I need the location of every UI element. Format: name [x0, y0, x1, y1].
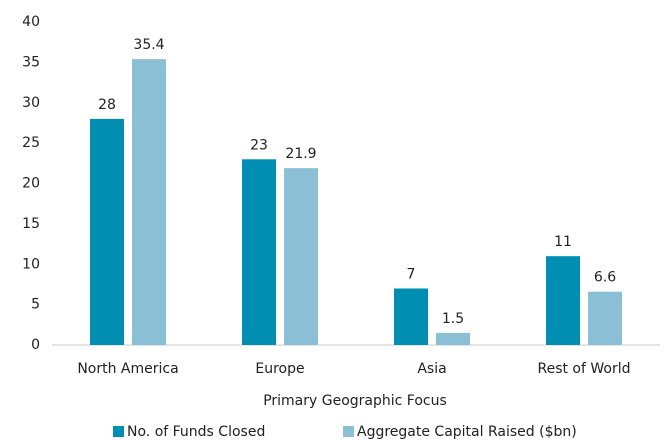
legend-label: Aggregate Capital Raised ($bn) — [357, 424, 577, 440]
y-tick-label: 40 — [22, 14, 40, 30]
y-tick-label: 30 — [22, 95, 40, 111]
bar — [394, 288, 428, 345]
bar — [436, 332, 470, 345]
data-label: 1.5 — [442, 311, 464, 327]
data-label: 21.9 — [285, 146, 316, 162]
data-label: 6.6 — [594, 270, 616, 286]
x-tick-label: North America — [77, 361, 178, 377]
legend-swatch — [113, 426, 124, 437]
y-tick-label: 25 — [22, 135, 40, 151]
y-tick-label: 35 — [22, 54, 40, 70]
x-tick-label: Rest of World — [537, 361, 630, 377]
legend-label: No. of Funds Closed — [127, 424, 265, 440]
data-label: 7 — [407, 266, 416, 282]
bar — [132, 59, 166, 346]
data-label: 23 — [250, 137, 268, 153]
y-tick-label: 10 — [22, 256, 40, 272]
data-label: 11 — [554, 234, 572, 250]
bar — [90, 118, 124, 346]
y-tick-label: 20 — [22, 176, 40, 192]
bar — [546, 256, 580, 345]
y-tick-label: 15 — [22, 216, 40, 232]
legend-swatch — [343, 426, 354, 437]
x-axis-label: Primary Geographic Focus — [263, 393, 447, 409]
data-label: 35.4 — [133, 37, 164, 53]
x-tick-label: Europe — [255, 361, 304, 377]
bar — [284, 168, 318, 345]
y-tick-label: 0 — [31, 337, 40, 353]
y-tick-label: 5 — [31, 297, 40, 313]
x-tick-label: Asia — [417, 361, 446, 377]
bar — [588, 291, 622, 345]
bar — [242, 159, 276, 345]
data-label: 28 — [98, 97, 116, 113]
